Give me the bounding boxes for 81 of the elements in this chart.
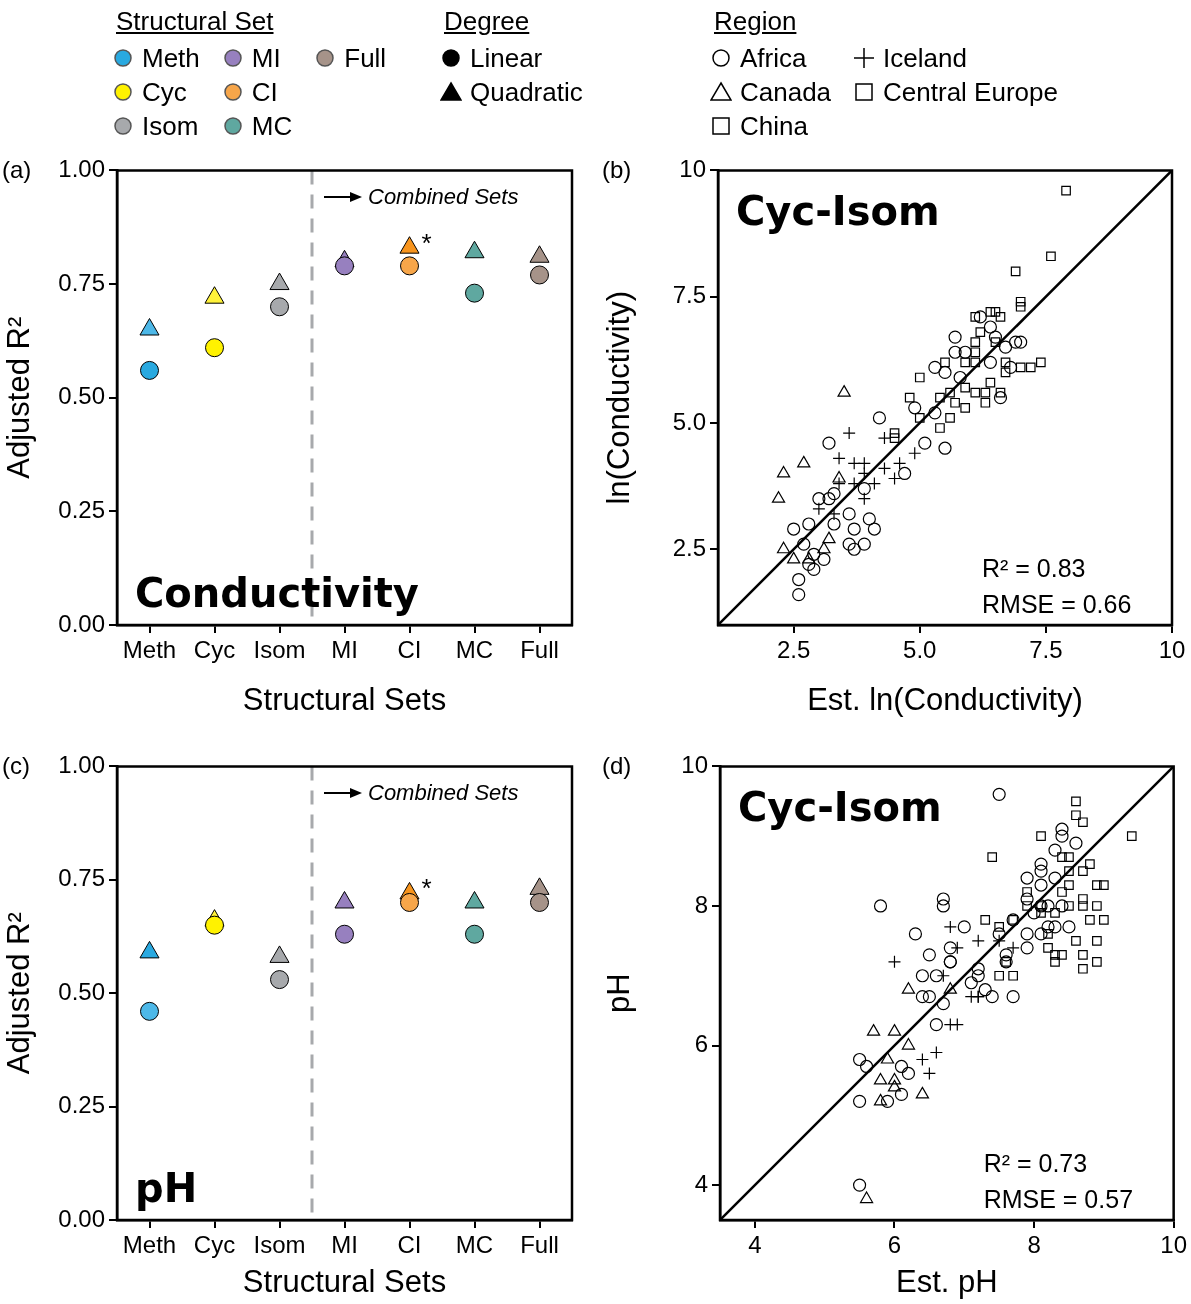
x-tick-label: Meth xyxy=(122,636,177,664)
y-tick-label: 0.50 xyxy=(58,382,105,410)
y-axis-title: Adjusted R² xyxy=(1,912,37,1075)
x-tick-label: Full xyxy=(520,1231,559,1259)
category-label: CI xyxy=(251,76,278,107)
y-tick-label: 1.00 xyxy=(58,155,105,183)
category-label: Cyc xyxy=(142,76,187,107)
text: (c) xyxy=(2,752,30,780)
annotation: Conductivity xyxy=(135,570,419,616)
x-tick-label: Isom xyxy=(253,636,306,664)
legend-label: Central Europe xyxy=(883,76,1058,108)
text: (a) xyxy=(2,156,32,184)
text: Quadratic xyxy=(470,76,583,108)
y-tick-label: 0.75 xyxy=(58,268,105,296)
category-label: Full xyxy=(344,42,387,73)
x-tick-label: Full xyxy=(520,636,559,664)
y-tick-label: 5.0 xyxy=(672,407,706,435)
legend-label: Iceland xyxy=(883,42,967,74)
text: Degree xyxy=(444,6,531,37)
annotation: R² = 0.73 xyxy=(983,1149,1088,1177)
y-tick-label: 0.00 xyxy=(58,609,105,637)
y-axis-title: Adjusted R² xyxy=(1,316,37,479)
y-tick-label: 10 xyxy=(681,751,708,779)
y-tick-label: 0.25 xyxy=(58,1091,105,1119)
y-tick-label: 0.75 xyxy=(58,864,105,892)
annotation: pH xyxy=(135,1165,198,1211)
annotation: RMSE = 0.66 xyxy=(982,590,1132,618)
annotation: RMSE = 0.57 xyxy=(983,1185,1134,1213)
y-tick-label: 4 xyxy=(694,1169,708,1197)
legend-label: Canada xyxy=(740,76,832,108)
x-tick-label: MI xyxy=(331,636,358,664)
x-axis-title: Structural Sets xyxy=(242,1263,447,1299)
y-tick-label: 1.00 xyxy=(58,751,105,779)
x-tick-label: MC xyxy=(455,1231,494,1259)
x-tick-label: 6 xyxy=(887,1231,902,1259)
x-tick-label: 8 xyxy=(1027,1231,1041,1259)
annotation: Combined Sets xyxy=(368,780,519,806)
y-tick-label: 2.5 xyxy=(672,533,706,561)
x-tick-label: Meth xyxy=(122,1231,177,1259)
x-tick-label: 2.5 xyxy=(776,636,811,664)
y-tick-label: 8 xyxy=(694,890,708,918)
legend-label: China xyxy=(740,110,808,142)
x-tick-label: Isom xyxy=(253,1231,306,1259)
x-axis-title: Est. ln(Conductivity) xyxy=(807,681,1083,717)
y-tick-label: 7.5 xyxy=(672,281,706,309)
text: Structural Set xyxy=(116,6,275,37)
annotation: Cyc-Isom xyxy=(736,188,940,235)
x-tick-label: Cyc xyxy=(193,636,236,664)
legend-title: Region xyxy=(714,6,798,37)
annotation: R² = 0.83 xyxy=(982,554,1086,582)
y-tick-label: 0.25 xyxy=(58,495,105,523)
y-axis-title: ln(Conductivity) xyxy=(601,290,637,505)
y-tick-label: 6 xyxy=(694,1030,708,1058)
category-label: MI xyxy=(251,42,281,73)
x-tick-label: MI xyxy=(331,1231,358,1259)
category-label: Meth xyxy=(142,42,200,73)
y-axis-title: pH xyxy=(601,973,637,1014)
y-tick-label: 0.00 xyxy=(58,1204,105,1232)
category-label: Isom xyxy=(142,110,199,141)
x-tick-label: 7.5 xyxy=(1029,636,1063,664)
x-tick-label: Cyc xyxy=(193,1231,236,1259)
y-tick-label: 0.50 xyxy=(58,977,105,1005)
x-tick-label: 4 xyxy=(748,1231,762,1259)
x-axis-title: Structural Sets xyxy=(242,681,447,717)
x-tick-label: CI xyxy=(397,636,422,664)
category-label: MC xyxy=(251,110,293,141)
x-axis-title: Est. pH xyxy=(896,1263,998,1299)
x-tick-label: 5.0 xyxy=(903,636,937,664)
x-tick-label: MC xyxy=(455,636,494,664)
x-tick-label: CI xyxy=(397,1231,422,1259)
annotation: Cyc-Isom xyxy=(738,784,942,831)
legend-label: Africa xyxy=(740,42,807,74)
annotation: * xyxy=(421,873,432,904)
x-tick-label: 10 xyxy=(1158,636,1186,664)
text: Linear xyxy=(470,42,543,74)
x-tick-label: 10 xyxy=(1160,1231,1187,1259)
annotation: Combined Sets xyxy=(368,184,519,210)
text: (d) xyxy=(602,752,632,780)
y-tick-label: 10 xyxy=(679,155,706,183)
annotation: * xyxy=(421,227,432,258)
text: (b) xyxy=(602,156,632,184)
